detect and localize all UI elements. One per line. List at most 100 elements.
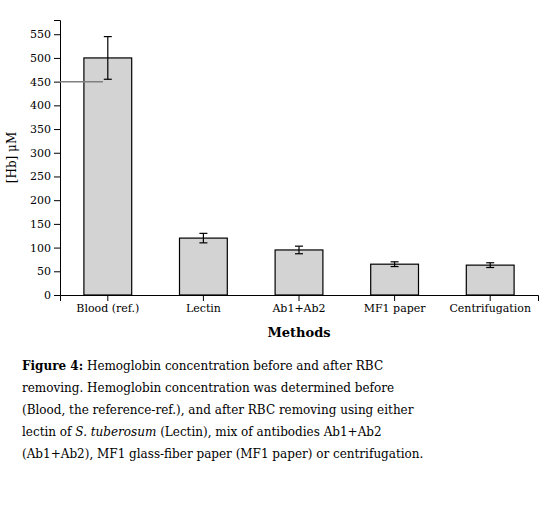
y-tick-label: 500 <box>30 52 51 65</box>
x-tick-mark <box>107 295 108 301</box>
marks <box>60 37 514 295</box>
y-tick: 250 <box>30 170 60 183</box>
x-tick-label: Ab1+Ab2 <box>271 302 325 315</box>
x-tick-mark <box>490 295 491 301</box>
bar <box>84 58 132 295</box>
error-bar-segment <box>199 242 207 243</box>
x-axis-line <box>61 296 539 302</box>
y-tick-mark <box>54 58 60 59</box>
caption-text: (Lectin), mix of antibodies Ab1+Ab2 <box>156 425 381 439</box>
x-tick-label: Centrifugation <box>449 302 531 315</box>
y-tick-mark <box>54 176 60 177</box>
y-tick-label: 50 <box>37 265 51 278</box>
x-tick: Lectin <box>186 295 221 315</box>
error-bar <box>295 246 303 254</box>
y-tick: 200 <box>30 194 60 207</box>
x-tick: Ab1+Ab2 <box>271 295 325 315</box>
y-tick: 300 <box>30 147 60 160</box>
y-tick-label: 550 <box>30 28 51 41</box>
caption-text: Hemoglobin concentration before and afte… <box>83 359 383 373</box>
y-tick-label: 450 <box>30 76 51 89</box>
error-bar-segment <box>199 233 207 234</box>
y-tick: 0 <box>44 289 60 302</box>
bar <box>180 238 228 295</box>
caption: Figure 4: Hemoglobin concentration befor… <box>22 359 423 461</box>
error-bar-segment <box>486 262 494 263</box>
x-tick: Blood (ref.) <box>76 295 139 315</box>
error-bar <box>199 233 207 242</box>
bar <box>466 265 514 295</box>
caption-line: (Blood, the reference-ref.), and after R… <box>22 403 414 417</box>
error-bar-segment <box>104 36 112 37</box>
x-axis-title: Methods <box>267 325 330 340</box>
error-bar-segment <box>391 261 399 262</box>
y-tick-label: 300 <box>30 147 51 160</box>
y-tick-label: 350 <box>30 123 51 136</box>
caption-text: Figure 4: <box>22 359 83 373</box>
caption-text: (Ab1+Ab2), MF1 glass-fiber paper (MF1 pa… <box>22 447 423 461</box>
y-tick-mark <box>54 129 60 130</box>
y-tick-label: 250 <box>30 170 51 183</box>
error-bar-segment <box>104 79 112 80</box>
error-bar-segment <box>486 267 494 268</box>
caption-text: S. tuberosum <box>75 425 156 439</box>
y-tick-mark <box>54 105 60 106</box>
y-tick-mark <box>54 224 60 225</box>
chart: 0 50 100 150 200 250 300 350 400 450 500 550 Blood (… <box>0 0 558 508</box>
y-tick-mark <box>54 271 60 272</box>
caption-text: removing. Hemoglobin concentration was d… <box>22 381 394 395</box>
y-tick: 100 <box>30 242 60 255</box>
error-bar <box>104 37 112 80</box>
x-tick-mark <box>203 295 204 301</box>
y-tick: 400 <box>30 99 60 112</box>
caption-text: lectin of <box>22 425 75 439</box>
y-tick-mark <box>54 200 60 201</box>
error-bar-segment <box>298 246 299 254</box>
annotation-line <box>60 81 103 83</box>
x-tick: Centrifugation <box>449 295 531 315</box>
x-tick-mark <box>299 295 300 301</box>
bar <box>275 250 323 295</box>
y-tick-label: 400 <box>30 99 51 112</box>
caption-line: (Ab1+Ab2), MF1 glass-fiber paper (MF1 pa… <box>22 447 423 461</box>
x-tick-mark <box>394 295 395 301</box>
y-tick-mark <box>54 295 60 296</box>
x-tick-label: MF1 paper <box>364 302 427 315</box>
error-bar <box>391 262 399 267</box>
x-tick: MF1 paper <box>364 295 427 315</box>
error-bar-segment <box>295 246 303 247</box>
y-tick: 450 <box>30 76 60 89</box>
error-bar <box>486 263 494 268</box>
y-tick: 50 <box>37 265 60 278</box>
x-tick-label: Blood (ref.) <box>76 302 139 315</box>
y-tick-mark <box>54 248 60 249</box>
bar <box>371 264 419 295</box>
y-tick-label: 150 <box>30 218 51 231</box>
x-tick-label: Lectin <box>186 302 221 315</box>
error-bar-segment <box>107 37 108 80</box>
error-bar-segment <box>203 233 204 242</box>
y-tick: 150 <box>30 218 60 231</box>
y-axis: 0 50 100 150 200 250 300 350 400 450 500 550 <box>30 21 61 303</box>
plot: 0 50 100 150 200 250 300 350 400 450 500 550 Blood (… <box>5 21 539 341</box>
caption-text: (Blood, the reference-ref.), and after R… <box>22 403 414 417</box>
y-tick: 350 <box>30 123 60 136</box>
x-axis: Blood (ref.) Lectin Ab1+Ab2 MF1 paper Centri… <box>61 295 539 315</box>
error-bar-segment <box>490 263 491 268</box>
y-axis-title: [Hb] μM <box>5 132 19 183</box>
error-bar-segment <box>391 266 399 267</box>
y-tick: 500 <box>30 52 60 65</box>
y-tick-mark <box>54 153 60 154</box>
y-tick-mark <box>54 34 60 35</box>
y-tick: 550 <box>30 28 60 41</box>
y-tick-label: 100 <box>30 242 51 255</box>
error-bar-segment <box>394 262 395 267</box>
caption-line: lectin of S. tuberosum (Lectin), mix of … <box>22 425 382 439</box>
y-axis-line <box>54 21 61 296</box>
y-tick-label: 0 <box>44 289 51 302</box>
caption-line: removing. Hemoglobin concentration was d… <box>22 381 394 395</box>
caption-line: Figure 4: Hemoglobin concentration befor… <box>22 359 383 373</box>
y-tick-mark <box>54 82 60 83</box>
y-tick-label: 200 <box>30 194 51 207</box>
error-bar-segment <box>295 253 303 254</box>
